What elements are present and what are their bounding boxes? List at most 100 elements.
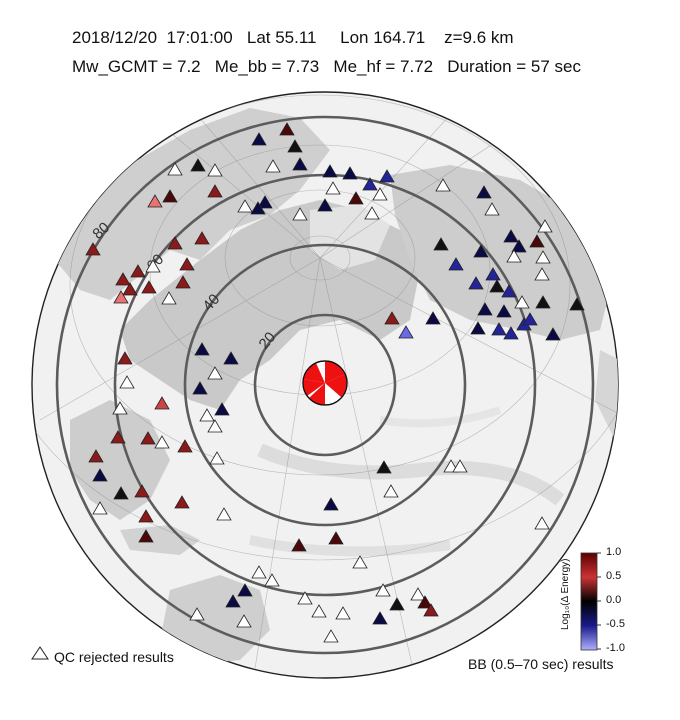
station-marker [145, 259, 161, 273]
station-marker [130, 264, 146, 278]
station-marker [236, 614, 252, 628]
ring-40 [183, 243, 467, 527]
station-marker [364, 206, 380, 220]
station-marker [138, 529, 154, 543]
colorbar [580, 552, 601, 651]
station-marker [292, 207, 308, 221]
station-marker [161, 291, 177, 305]
station-marker [175, 275, 191, 289]
event-info-line: 2018/12/20 17:01:00 Lat 55.11 Lon 164.71… [72, 28, 514, 47]
station-marker [251, 132, 267, 146]
station-marker [529, 234, 545, 248]
station-marker [511, 239, 527, 253]
station-marker [484, 202, 500, 216]
colorbar-tick-label: -0.5 [606, 618, 625, 630]
station-marker [362, 177, 378, 191]
station-marker [423, 603, 439, 617]
station-marker [138, 509, 154, 523]
station-marker [485, 267, 501, 281]
qc-rejected-label: QC rejected results [54, 649, 174, 665]
station-marker [207, 163, 223, 177]
station-marker [140, 431, 156, 445]
station-marker [237, 583, 253, 597]
station-marker [534, 516, 550, 530]
land-north-america [390, 165, 615, 340]
station-marker [264, 573, 280, 587]
station-marker [514, 295, 530, 309]
station-marker [352, 555, 368, 569]
station-marker [134, 484, 150, 498]
station-marker [190, 158, 206, 172]
station-marker [207, 419, 223, 433]
bb-results-label: BB (0.5–70 sec) results [468, 656, 614, 672]
station-marker [535, 295, 551, 309]
station-marker [287, 139, 303, 153]
station-marker [323, 497, 339, 511]
station-marker [379, 169, 395, 183]
station-marker [435, 178, 451, 192]
station-marker [317, 198, 333, 212]
station-marker [348, 191, 364, 205]
station-marker [534, 267, 550, 281]
station-marker [225, 594, 241, 608]
station-marker [207, 366, 223, 380]
station-marker [154, 435, 170, 449]
station-marker [141, 280, 157, 294]
station-marker [433, 237, 449, 251]
station-marker [468, 276, 484, 290]
station-marker [384, 311, 400, 325]
station-marker [250, 201, 266, 215]
station-marker [473, 244, 489, 258]
station-marker [119, 375, 135, 389]
station-marker [297, 591, 313, 605]
station-marker [162, 189, 178, 203]
station-marker [470, 321, 486, 335]
focal-mechanism [302, 360, 348, 406]
colorbar-tick-label: 0.0 [606, 594, 622, 606]
station-marker [237, 199, 253, 213]
land-islands [120, 525, 200, 555]
station-marker [113, 290, 129, 304]
station-marker [328, 531, 344, 545]
station-marker [92, 468, 108, 482]
colorbar-tick-label: 0.5 [606, 570, 622, 582]
station-marker [425, 311, 441, 325]
station-marker [216, 507, 232, 521]
land-australia [160, 575, 270, 665]
station-marker [376, 460, 392, 474]
station-marker [417, 595, 433, 609]
station-marker [167, 162, 183, 176]
station-marker [214, 402, 230, 416]
station-marker [569, 297, 585, 311]
station-marker [477, 302, 493, 316]
colorbar-tick-label: 1.0 [606, 546, 622, 558]
station-marker [92, 501, 108, 515]
station-marker [291, 538, 307, 552]
station-marker [342, 166, 358, 180]
station-marker [192, 381, 208, 395]
station-marker [223, 351, 239, 365]
station-marker [194, 342, 210, 356]
colorbar-tick-label: -1.0 [606, 642, 625, 654]
station-marker [389, 597, 405, 611]
station-marker [147, 194, 163, 208]
station-marker [154, 396, 170, 410]
station-marker [189, 607, 205, 621]
station-marker [375, 583, 391, 597]
station-marker [257, 195, 273, 209]
station-marker [383, 484, 399, 498]
station-marker [322, 164, 338, 178]
station-marker [122, 282, 138, 296]
station-marker [279, 122, 295, 136]
station-marker [311, 604, 327, 618]
station-marker [537, 219, 553, 233]
station-marker [85, 242, 101, 256]
station-marker [503, 229, 519, 243]
station-marker [323, 629, 339, 643]
land-europe [55, 108, 330, 300]
ring-20 [253, 313, 397, 457]
station-marker [372, 611, 388, 625]
station-marker [325, 181, 341, 195]
station-marker [503, 326, 519, 340]
station-marker [496, 304, 512, 318]
